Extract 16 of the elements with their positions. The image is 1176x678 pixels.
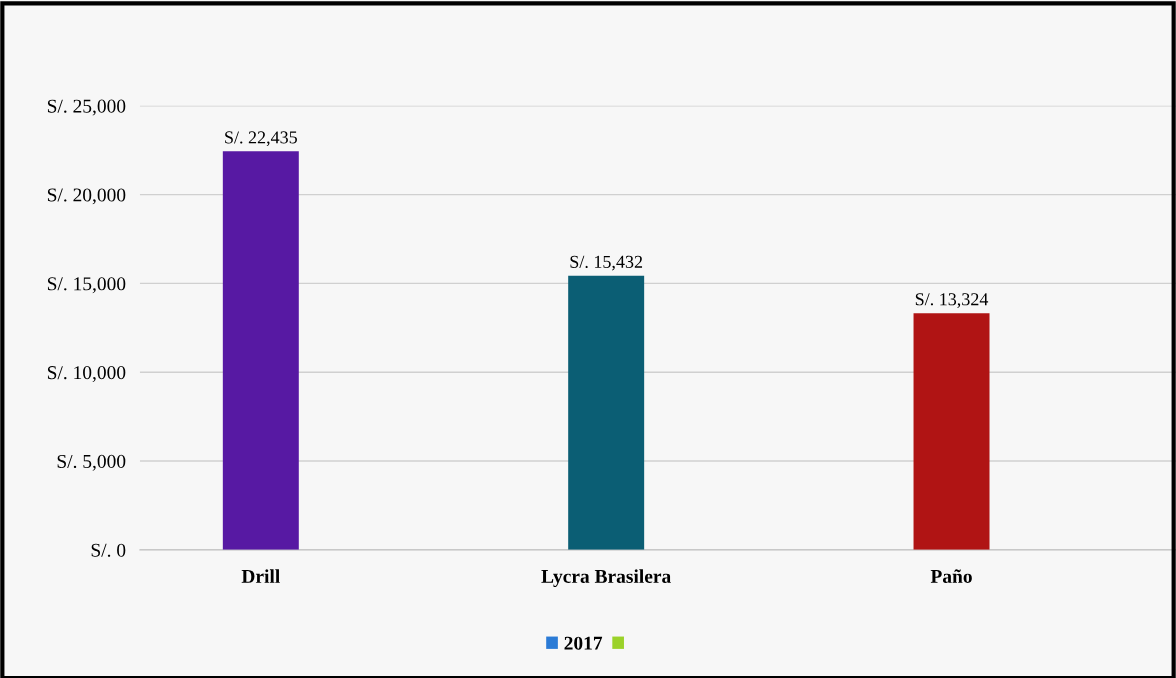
bar (222, 151, 299, 550)
y-tick-label: S/. 25,000 (47, 99, 126, 116)
y-tick-label: S/. 15,000 (47, 277, 126, 294)
data-label: S/. 13,324 (915, 293, 989, 308)
x-tick-label: Lycra Brasilera (541, 569, 671, 587)
data-label: S/. 15,432 (570, 255, 643, 271)
y-tick-label: S/. 5,000 (57, 454, 126, 471)
bar (913, 313, 990, 550)
y-tick-label: S/. 20,000 (47, 188, 126, 205)
data-label: S/. 22,435 (225, 131, 297, 147)
x-tick-label: Paño (930, 569, 972, 583)
y-tick-label: S/. 10,000 (47, 366, 126, 382)
x-tick-label: Drill (241, 569, 280, 583)
text: 2017 (564, 636, 603, 650)
bar (568, 275, 645, 550)
y-tick-label: S/. 0 (91, 543, 126, 557)
